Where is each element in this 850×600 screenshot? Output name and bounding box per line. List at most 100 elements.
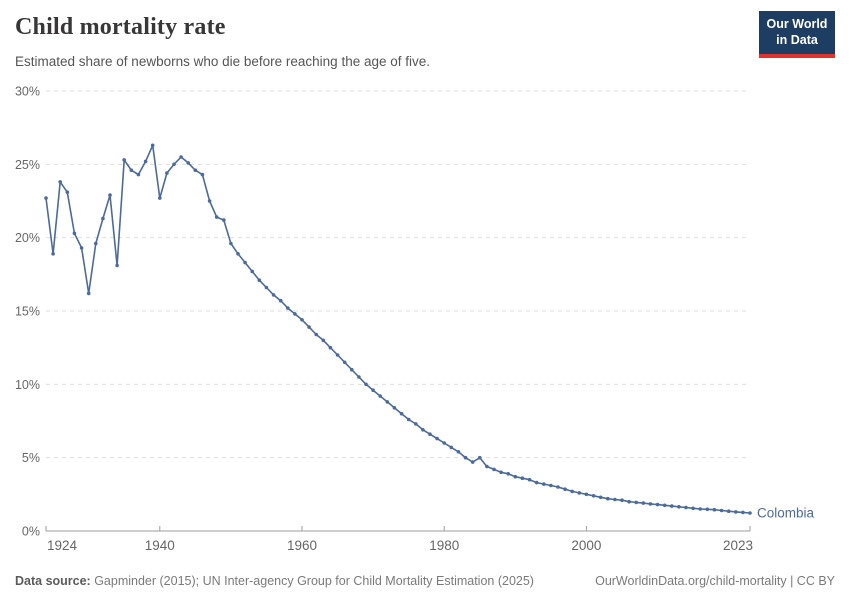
line-chart[interactable]: 0% 5% 10% 15% 20% 25% 30% 1924 1940 1960 1980 2000 2…	[0, 85, 850, 565]
data-point[interactable]	[278, 298, 283, 303]
data-point[interactable]	[108, 193, 112, 197]
data-point[interactable]	[570, 489, 574, 494]
data-point[interactable]	[143, 159, 148, 164]
data-point[interactable]	[556, 485, 560, 489]
data-point[interactable]	[86, 291, 91, 296]
data-point[interactable]	[734, 510, 738, 514]
data-point[interactable]	[691, 506, 695, 511]
data-point[interactable]	[677, 505, 681, 509]
data-point[interactable]	[485, 464, 489, 469]
data-point[interactable]	[65, 190, 70, 194]
data-point[interactable]	[236, 252, 240, 256]
data-point[interactable]	[670, 504, 674, 508]
data-point[interactable]	[591, 494, 596, 498]
data-point[interactable]	[222, 218, 226, 222]
data-point[interactable]	[748, 511, 752, 515]
data-point[interactable]	[79, 246, 84, 250]
data-point[interactable]	[662, 503, 667, 508]
data-point[interactable]	[456, 450, 461, 454]
data-point[interactable]	[634, 500, 638, 505]
data-point[interactable]	[499, 470, 503, 475]
data-point[interactable]	[435, 436, 439, 441]
data-point[interactable]	[58, 180, 62, 184]
data-point[interactable]	[698, 507, 702, 511]
data-point[interactable]	[257, 278, 262, 282]
data-point[interactable]	[179, 155, 183, 159]
data-point[interactable]	[719, 508, 724, 513]
data-point[interactable]	[321, 338, 326, 343]
data-point[interactable]	[264, 285, 269, 290]
data-point[interactable]	[328, 345, 333, 350]
data-point[interactable]	[414, 422, 418, 426]
data-point[interactable]	[271, 293, 276, 297]
data-point[interactable]	[406, 417, 411, 422]
data-point[interactable]	[684, 505, 688, 510]
data-point[interactable]	[527, 477, 532, 482]
data-point[interactable]	[478, 455, 482, 460]
data-point[interactable]	[186, 161, 190, 165]
data-point[interactable]	[101, 216, 105, 221]
data-point[interactable]	[513, 474, 518, 479]
data-point[interactable]	[307, 325, 311, 329]
entity-label-colombia[interactable]: Colombia	[757, 505, 815, 520]
data-point[interactable]	[378, 394, 383, 398]
data-point[interactable]	[44, 196, 48, 200]
data-point[interactable]	[115, 263, 119, 268]
data-point[interactable]	[51, 252, 55, 256]
data-point[interactable]	[598, 495, 603, 500]
data-point[interactable]	[726, 509, 731, 513]
data-point[interactable]	[371, 388, 375, 393]
data-point[interactable]	[655, 502, 660, 507]
data-point[interactable]	[165, 171, 169, 175]
chart-url-link[interactable]: OurWorldinData.org/child-mortality	[595, 574, 787, 588]
data-point[interactable]	[364, 382, 368, 387]
data-point[interactable]	[392, 406, 397, 410]
data-point[interactable]	[506, 472, 511, 476]
data-point[interactable]	[520, 476, 525, 481]
data-point[interactable]	[357, 375, 361, 379]
data-point[interactable]	[577, 491, 582, 495]
data-point[interactable]	[136, 172, 141, 177]
data-point[interactable]	[442, 441, 447, 445]
data-point[interactable]	[385, 400, 390, 404]
data-point[interactable]	[534, 480, 539, 485]
data-point[interactable]	[613, 497, 617, 502]
data-point[interactable]	[207, 199, 212, 203]
data-point[interactable]	[542, 482, 546, 486]
data-point[interactable]	[627, 499, 631, 504]
data-point[interactable]	[72, 231, 77, 236]
data-point[interactable]	[470, 460, 475, 464]
data-point[interactable]	[200, 172, 205, 177]
license-label[interactable]: CC BY	[796, 574, 835, 588]
data-point[interactable]	[193, 168, 198, 172]
data-point[interactable]	[286, 306, 290, 310]
data-point[interactable]	[214, 215, 219, 219]
data-point[interactable]	[641, 501, 646, 505]
data-point[interactable]	[94, 241, 98, 246]
data-point[interactable]	[129, 168, 134, 172]
data-point[interactable]	[342, 360, 347, 365]
data-point[interactable]	[563, 487, 567, 492]
data-point[interactable]	[229, 241, 233, 246]
data-point[interactable]	[620, 498, 624, 503]
data-point[interactable]	[712, 507, 717, 512]
data-point[interactable]	[705, 507, 710, 512]
data-point[interactable]	[606, 496, 610, 501]
data-point[interactable]	[243, 260, 247, 265]
data-point[interactable]	[421, 428, 425, 432]
data-point[interactable]	[584, 492, 589, 497]
data-point[interactable]	[350, 367, 354, 372]
data-point[interactable]	[293, 312, 297, 316]
data-point[interactable]	[648, 502, 653, 506]
data-point[interactable]	[449, 445, 454, 450]
data-point[interactable]	[314, 332, 319, 337]
data-point[interactable]	[463, 455, 468, 460]
data-point[interactable]	[492, 467, 496, 472]
data-point[interactable]	[300, 318, 304, 322]
data-point[interactable]	[549, 483, 553, 488]
data-point[interactable]	[741, 510, 745, 515]
owid-logo[interactable]: Our World in Data	[759, 11, 835, 58]
data-point[interactable]	[158, 196, 162, 200]
data-point[interactable]	[250, 269, 254, 274]
data-point[interactable]	[335, 353, 340, 357]
